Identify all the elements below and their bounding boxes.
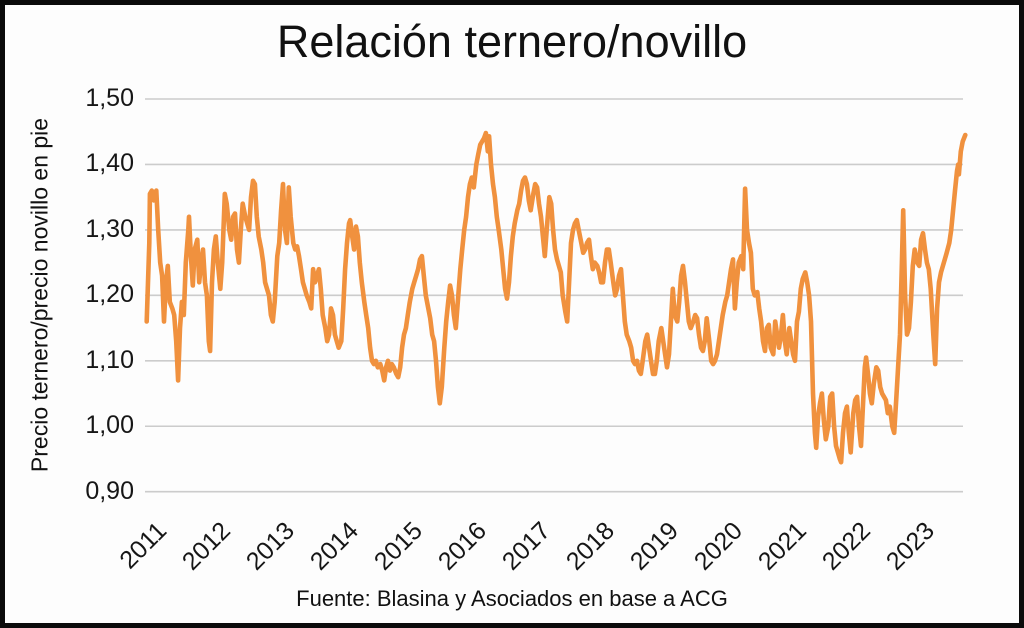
y-tick-label: 1,20 xyxy=(85,280,134,309)
y-tick-label: 0,90 xyxy=(85,476,134,505)
y-tick-label: 1,00 xyxy=(85,411,134,440)
source-caption: Fuente: Blasina y Asociados en base a AC… xyxy=(296,586,728,611)
y-tick-label: 1,10 xyxy=(85,345,134,374)
y-tick-label: 1,50 xyxy=(85,84,134,112)
y-tick-label: 1,30 xyxy=(85,214,134,243)
y-tick-label: 1,40 xyxy=(85,149,134,178)
data-line-ternero-novillo xyxy=(144,130,968,465)
chart-title: Relación ternero/novillo xyxy=(276,16,748,67)
